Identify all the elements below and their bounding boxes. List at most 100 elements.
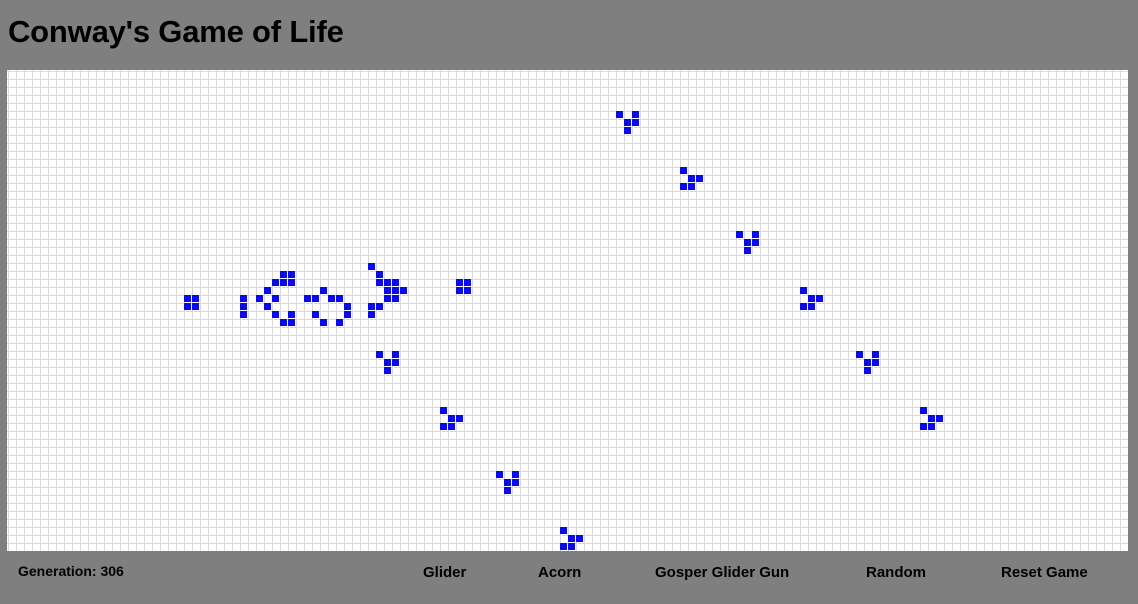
live-cell[interactable] bbox=[368, 311, 375, 318]
live-cell[interactable] bbox=[376, 351, 383, 358]
live-cell[interactable] bbox=[272, 295, 279, 302]
live-cell[interactable] bbox=[920, 407, 927, 414]
live-cell[interactable] bbox=[560, 527, 567, 534]
live-cell[interactable] bbox=[800, 287, 807, 294]
live-cell[interactable] bbox=[512, 479, 519, 486]
live-cell[interactable] bbox=[632, 111, 639, 118]
live-cell[interactable] bbox=[240, 295, 247, 302]
live-cell[interactable] bbox=[288, 271, 295, 278]
live-cell[interactable] bbox=[504, 479, 511, 486]
live-cell[interactable] bbox=[400, 287, 407, 294]
live-cell[interactable] bbox=[696, 175, 703, 182]
live-cell[interactable] bbox=[752, 239, 759, 246]
live-cell[interactable] bbox=[928, 423, 935, 430]
live-cell[interactable] bbox=[264, 303, 271, 310]
live-cell[interactable] bbox=[624, 119, 631, 126]
live-cell[interactable] bbox=[264, 287, 271, 294]
live-cell[interactable] bbox=[680, 167, 687, 174]
live-cell[interactable] bbox=[464, 279, 471, 286]
live-cell[interactable] bbox=[384, 295, 391, 302]
live-cell[interactable] bbox=[504, 487, 511, 494]
live-cell[interactable] bbox=[464, 287, 471, 294]
live-cell[interactable] bbox=[312, 295, 319, 302]
live-cell[interactable] bbox=[736, 231, 743, 238]
live-cell[interactable] bbox=[336, 295, 343, 302]
live-cell[interactable] bbox=[624, 127, 631, 134]
glider-button[interactable]: Glider bbox=[423, 564, 467, 581]
live-cell[interactable] bbox=[344, 303, 351, 310]
live-cell[interactable] bbox=[456, 287, 463, 294]
live-cell[interactable] bbox=[680, 183, 687, 190]
live-cell[interactable] bbox=[800, 303, 807, 310]
live-cell[interactable] bbox=[576, 535, 583, 542]
live-cell[interactable] bbox=[280, 271, 287, 278]
live-cell[interactable] bbox=[616, 111, 623, 118]
live-cell[interactable] bbox=[568, 535, 575, 542]
live-cell[interactable] bbox=[328, 295, 335, 302]
live-cell[interactable] bbox=[928, 415, 935, 422]
live-cell[interactable] bbox=[272, 279, 279, 286]
live-cell[interactable] bbox=[864, 359, 871, 366]
live-cell[interactable] bbox=[688, 183, 695, 190]
live-cell[interactable] bbox=[448, 423, 455, 430]
live-cell[interactable] bbox=[816, 295, 823, 302]
acorn-button[interactable]: Acorn bbox=[538, 564, 582, 581]
live-cell[interactable] bbox=[184, 303, 191, 310]
reset-game-button[interactable]: Reset Game bbox=[1001, 564, 1088, 581]
live-cell[interactable] bbox=[808, 295, 815, 302]
live-cell[interactable] bbox=[288, 319, 295, 326]
live-cell[interactable] bbox=[240, 311, 247, 318]
live-cell[interactable] bbox=[856, 351, 863, 358]
live-cell[interactable] bbox=[384, 287, 391, 294]
live-cell[interactable] bbox=[376, 303, 383, 310]
live-cell[interactable] bbox=[456, 415, 463, 422]
live-cell[interactable] bbox=[192, 295, 199, 302]
live-cell[interactable] bbox=[688, 175, 695, 182]
live-cell[interactable] bbox=[344, 311, 351, 318]
live-cell[interactable] bbox=[336, 319, 343, 326]
live-cell[interactable] bbox=[936, 415, 943, 422]
live-cell[interactable] bbox=[384, 359, 391, 366]
live-cell[interactable] bbox=[744, 247, 751, 254]
live-cell[interactable] bbox=[560, 543, 567, 550]
random-button[interactable]: Random bbox=[866, 564, 926, 581]
live-cell[interactable] bbox=[392, 359, 399, 366]
live-cell[interactable] bbox=[288, 279, 295, 286]
live-cell[interactable] bbox=[632, 119, 639, 126]
live-cell[interactable] bbox=[368, 263, 375, 270]
live-cell[interactable] bbox=[392, 279, 399, 286]
live-cell[interactable] bbox=[376, 271, 383, 278]
live-cell[interactable] bbox=[752, 231, 759, 238]
live-cell[interactable] bbox=[288, 311, 295, 318]
live-cell[interactable] bbox=[240, 303, 247, 310]
live-cell[interactable] bbox=[872, 351, 879, 358]
live-cell[interactable] bbox=[384, 279, 391, 286]
live-cell[interactable] bbox=[808, 303, 815, 310]
live-cell[interactable] bbox=[368, 303, 375, 310]
live-cell[interactable] bbox=[192, 303, 199, 310]
live-cell[interactable] bbox=[392, 287, 399, 294]
gosper-glider-gun-button[interactable]: Gosper Glider Gun bbox=[655, 564, 790, 581]
live-cell[interactable] bbox=[384, 367, 391, 374]
live-cell[interactable] bbox=[392, 351, 399, 358]
live-cell[interactable] bbox=[440, 407, 447, 414]
live-cell[interactable] bbox=[272, 311, 279, 318]
live-cell[interactable] bbox=[568, 543, 575, 550]
live-cell[interactable] bbox=[184, 295, 191, 302]
live-cell[interactable] bbox=[320, 319, 327, 326]
live-cell[interactable] bbox=[456, 279, 463, 286]
game-board-grid[interactable] bbox=[7, 70, 1128, 551]
live-cell[interactable] bbox=[376, 279, 383, 286]
live-cell[interactable] bbox=[320, 287, 327, 294]
live-cell[interactable] bbox=[280, 319, 287, 326]
live-cell[interactable] bbox=[864, 367, 871, 374]
live-cell[interactable] bbox=[312, 311, 319, 318]
live-cell[interactable] bbox=[440, 423, 447, 430]
live-cell[interactable] bbox=[496, 471, 503, 478]
live-cell[interactable] bbox=[304, 295, 311, 302]
live-cell[interactable] bbox=[392, 295, 399, 302]
live-cell[interactable] bbox=[872, 359, 879, 366]
live-cell[interactable] bbox=[280, 279, 287, 286]
live-cell[interactable] bbox=[744, 239, 751, 246]
live-cell[interactable] bbox=[920, 423, 927, 430]
